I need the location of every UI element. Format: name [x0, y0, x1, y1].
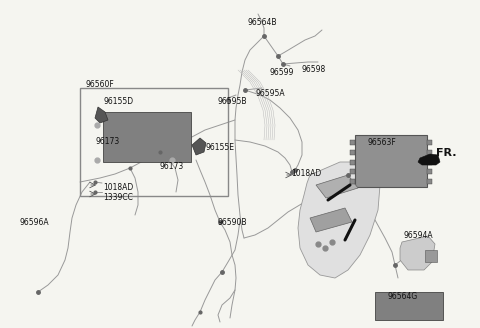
- Text: 96155E: 96155E: [205, 143, 234, 152]
- Text: 96590B: 96590B: [218, 218, 248, 227]
- Bar: [427, 140, 432, 145]
- Text: 96594A: 96594A: [403, 231, 432, 240]
- Bar: [427, 159, 432, 165]
- Text: 1018AD: 1018AD: [291, 169, 321, 178]
- Text: 96173: 96173: [95, 137, 119, 146]
- Bar: [350, 169, 355, 174]
- Bar: [375, 292, 443, 320]
- Polygon shape: [95, 107, 108, 123]
- Text: FR.: FR.: [436, 148, 456, 158]
- Bar: [427, 169, 432, 174]
- Bar: [427, 150, 432, 155]
- Text: 96173: 96173: [160, 162, 184, 171]
- Bar: [350, 179, 355, 184]
- Bar: [350, 140, 355, 145]
- Text: 1018AD: 1018AD: [103, 183, 133, 192]
- Text: 96595A: 96595A: [255, 89, 285, 98]
- Text: 96564B: 96564B: [247, 18, 276, 27]
- Text: 96599: 96599: [270, 68, 294, 77]
- Polygon shape: [310, 208, 352, 232]
- Bar: [80, 88, 228, 196]
- Polygon shape: [400, 236, 435, 270]
- Bar: [350, 150, 355, 155]
- Polygon shape: [418, 154, 440, 165]
- Text: 96560F: 96560F: [85, 80, 114, 89]
- Text: 96563F: 96563F: [368, 138, 397, 147]
- Bar: [425, 250, 437, 262]
- Text: 96598: 96598: [302, 65, 326, 74]
- Polygon shape: [316, 175, 358, 198]
- Text: 96155D: 96155D: [103, 97, 133, 106]
- Polygon shape: [298, 162, 380, 278]
- Bar: [355, 135, 427, 187]
- Text: 96564G: 96564G: [388, 292, 418, 301]
- Text: 96595B: 96595B: [218, 97, 248, 106]
- Polygon shape: [192, 138, 206, 155]
- Bar: [427, 179, 432, 184]
- Text: 1339CC: 1339CC: [103, 193, 133, 202]
- Text: 96596A: 96596A: [20, 218, 49, 227]
- Bar: [350, 159, 355, 165]
- Bar: [103, 112, 191, 162]
